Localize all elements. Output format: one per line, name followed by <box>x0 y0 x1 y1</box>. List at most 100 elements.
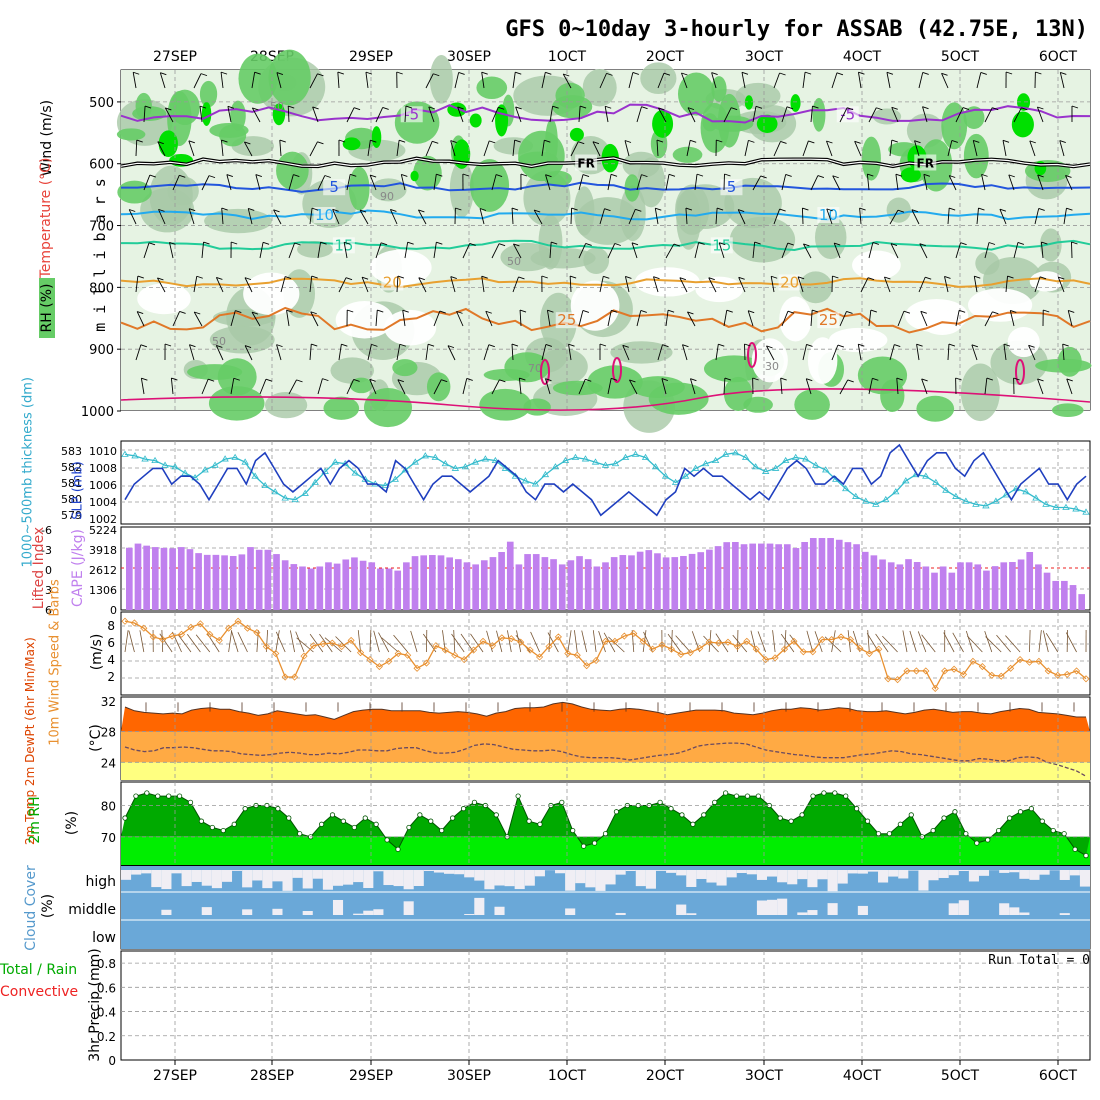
wind-barb-staff <box>547 310 551 327</box>
wind-barb-staff <box>723 107 732 123</box>
wind10m-point <box>413 664 421 672</box>
cape-ytick-3918: 3918 <box>89 544 117 557</box>
wind-barb-flag <box>1028 344 1035 348</box>
cape-bar <box>316 566 324 610</box>
cape-bar <box>602 562 609 610</box>
wind-barb-flag <box>498 106 505 110</box>
wind10m-barb <box>772 630 776 653</box>
thickness-point <box>141 455 149 462</box>
wind10m-point <box>300 652 308 660</box>
cloud-high-clear <box>292 870 303 878</box>
wind-barb-staff <box>317 175 326 191</box>
cloud-high-clear <box>585 870 596 888</box>
ua-ytick-700: 700 <box>89 220 114 235</box>
wind-barb-staff <box>491 379 500 395</box>
isotherm-label-25-0: 25 <box>557 311 576 329</box>
thickness-point <box>351 469 359 476</box>
wind-barb-staff <box>607 243 616 259</box>
time-label-bottom-8: 5OCT <box>941 1068 980 1084</box>
cape-bar <box>368 562 376 610</box>
cloud-high-clear <box>464 870 475 878</box>
wind-barb-flag <box>427 343 435 347</box>
wind-barb-flag <box>568 343 575 347</box>
wind-barb-staff <box>511 344 514 361</box>
wind10m-barb <box>902 630 908 653</box>
cloud-high-clear <box>666 870 677 873</box>
cape-bar <box>827 538 834 610</box>
rh-shade-green <box>861 136 881 181</box>
wind10m-point <box>828 635 836 644</box>
wind10m-point <box>799 648 807 656</box>
wind-barb-flag <box>481 275 488 279</box>
wind-barb-flag <box>1066 207 1073 211</box>
wind-barb-flag <box>469 243 476 246</box>
slp-ytick-1006: 1006 <box>89 479 117 492</box>
wind10m-barb <box>195 634 211 653</box>
wind-barb-staff <box>201 242 204 259</box>
thickness-point <box>561 456 570 464</box>
wind-barb-staff <box>273 209 282 225</box>
rh-shade-bright <box>371 126 382 149</box>
rh2m-point <box>712 799 718 805</box>
wind-barb-flag <box>1071 241 1078 245</box>
rh-shade-mid <box>330 357 375 384</box>
rh-shade-low <box>217 358 257 396</box>
cloud-high-clear <box>322 870 333 890</box>
wind-barb-flag <box>552 105 559 109</box>
cape-bar <box>134 543 142 610</box>
wind-barb-flag <box>310 311 317 315</box>
wind-barb-flag <box>962 107 970 111</box>
cloud-high-clear <box>958 870 969 872</box>
slp-line <box>124 443 1087 517</box>
wind-barb-flag <box>760 175 767 179</box>
wind-barb-staff <box>715 344 719 361</box>
precip-ytick-0.4: 0.4 <box>97 1006 116 1020</box>
wind-barb-staff <box>578 379 586 395</box>
wind-barb-staff <box>157 141 166 157</box>
rh-shade-mid <box>814 215 847 260</box>
wind10m-label: 10m Wind Speed & Barbs <box>47 579 63 746</box>
wind10m-barb <box>451 633 465 653</box>
wind-barb-flag <box>817 175 825 178</box>
wind10m-point <box>140 624 148 632</box>
wind10m-barb <box>159 633 173 653</box>
wind-barb-flag <box>199 105 207 109</box>
wind-barb-staff <box>854 141 862 157</box>
cloud-level-high: high <box>85 874 116 890</box>
rh-shade-green <box>476 76 508 100</box>
wind10m-point <box>554 633 562 641</box>
wind-barb-flag <box>433 73 440 77</box>
rh2m-point <box>275 806 281 812</box>
cloud-high-clear <box>615 870 626 875</box>
rh-shade-bright <box>756 114 778 133</box>
rh2m-point <box>286 815 292 821</box>
wind-barb-flag <box>519 377 526 381</box>
temp2m-ytick-28: 28 <box>101 726 116 740</box>
cloud-high-clear <box>767 870 778 877</box>
thickness-point <box>822 466 830 473</box>
cloud-high-clear <box>252 870 263 881</box>
rh-shade-green <box>677 72 715 116</box>
rh2m-point <box>450 815 456 821</box>
wind10m-point <box>404 651 412 659</box>
upper-air-ylabel: m i l l i b a r s <box>91 178 109 332</box>
wind-barb-staff <box>831 72 838 89</box>
wind-barb-staff <box>309 73 318 89</box>
isotherm-label-bg <box>914 154 937 171</box>
wind-barb-flag <box>635 208 642 212</box>
cape-bar <box>576 556 583 610</box>
cloud-middle-clear <box>777 898 788 915</box>
wind-barb-staff <box>189 344 195 361</box>
wind10m-barb <box>237 632 248 653</box>
wind10m-barb <box>1045 633 1059 653</box>
cloud-high-clear <box>262 870 273 889</box>
rh-dry-patch <box>137 283 191 315</box>
ua-ytick-1000: 1000 <box>81 405 114 420</box>
wind-barb-staff <box>685 208 688 225</box>
isotherm-label-5-0: 5 <box>329 178 339 196</box>
rh-shade-bright <box>900 167 921 183</box>
rh-dry-patch <box>1007 327 1040 358</box>
wind-barb-flag <box>288 105 295 109</box>
wind-barb-flag <box>948 343 956 347</box>
cloud-high-clear <box>575 870 586 884</box>
